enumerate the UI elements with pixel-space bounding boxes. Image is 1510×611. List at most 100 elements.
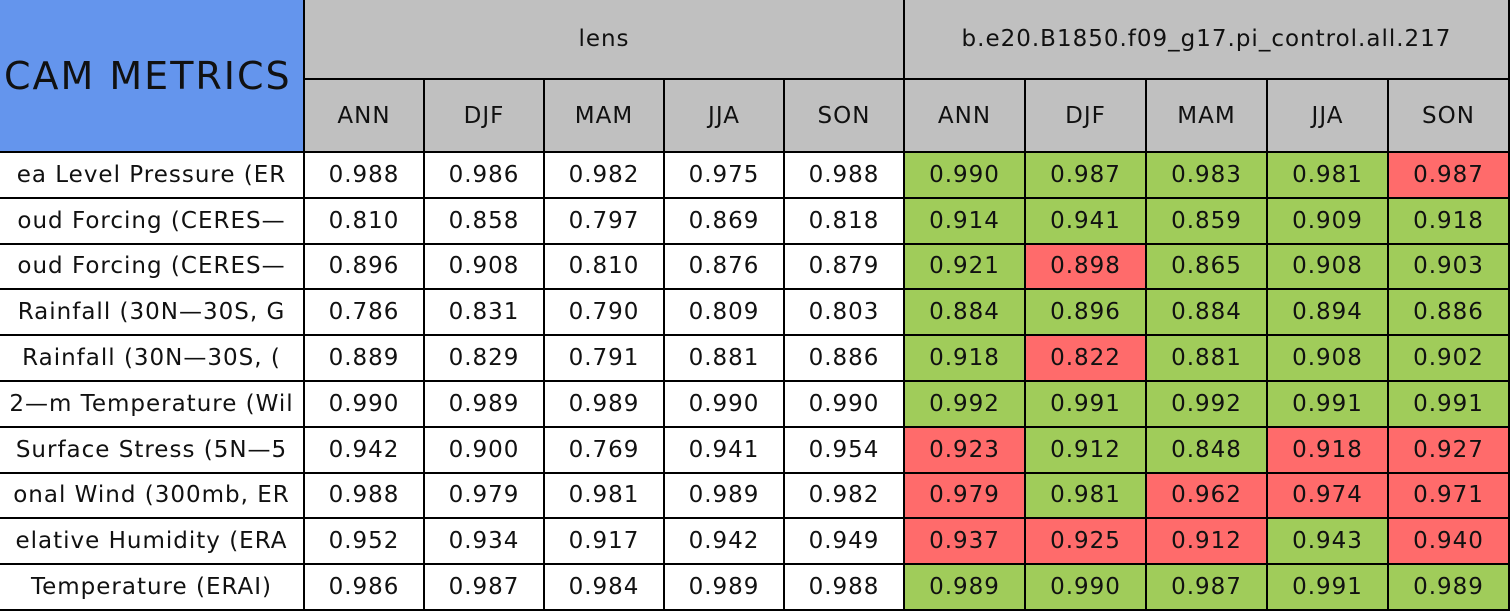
value-cell: 0.954 [785, 427, 905, 474]
value-cell: 0.943 [1268, 519, 1389, 566]
value-cell: 0.949 [785, 519, 905, 566]
value-cell: 0.818 [785, 198, 905, 245]
value-cell: 0.769 [545, 427, 665, 474]
value-cell: 0.791 [545, 336, 665, 382]
value-cell: 0.984 [545, 565, 665, 611]
value-cell: 0.923 [905, 427, 1026, 474]
value-cell: 0.942 [665, 519, 785, 566]
row-label: 2—m Temperature (Wil [0, 382, 305, 428]
cell-text: 0.912 [1171, 528, 1242, 555]
value-cell: 0.889 [305, 336, 425, 382]
cell-text: 0.990 [1050, 574, 1121, 601]
cell-text: 0.848 [1171, 436, 1242, 463]
cell-text: DJF [1065, 102, 1106, 129]
value-cell: 0.786 [305, 290, 425, 337]
season-header: SON [785, 80, 905, 153]
row-label: oud Forcing (CERES— [0, 244, 305, 291]
season-header: ANN [905, 80, 1026, 153]
value-cell: 0.896 [305, 244, 425, 291]
cell-text: 0.986 [328, 574, 400, 601]
cell-text: JJA [708, 102, 740, 129]
cell-text: 0.982 [808, 482, 880, 509]
value-cell: 0.921 [905, 244, 1026, 291]
value-cell: 0.884 [1147, 290, 1268, 337]
value-cell: 0.934 [425, 519, 545, 566]
cell-text: 0.886 [808, 345, 880, 372]
cell-text: 0.896 [1050, 299, 1121, 326]
value-cell: 0.879 [785, 244, 905, 291]
cell-text: 0.984 [568, 574, 640, 601]
cell-text: 0.831 [448, 299, 520, 326]
value-cell: 0.942 [305, 427, 425, 474]
value-cell: 0.991 [1389, 382, 1510, 428]
value-cell: 0.865 [1147, 244, 1268, 291]
value-cell: 0.859 [1147, 198, 1268, 245]
value-cell: 0.896 [1026, 290, 1147, 337]
cell-text: 0.941 [1050, 207, 1121, 234]
value-cell: 0.991 [1268, 565, 1389, 611]
season-header: DJF [1026, 80, 1147, 153]
cell-text: 0.902 [1413, 345, 1484, 372]
cell-text: 0.988 [808, 161, 880, 188]
cell-text: 0.918 [1413, 207, 1484, 234]
cell-text: 0.934 [448, 528, 520, 555]
value-cell: 0.803 [785, 290, 905, 337]
value-cell: 0.908 [1268, 244, 1389, 291]
value-cell: 0.884 [905, 290, 1026, 337]
value-cell: 0.918 [905, 336, 1026, 382]
cell-text: 0.909 [1292, 207, 1363, 234]
row-label: onal Wind (300mb, ER [0, 473, 305, 520]
cell-text: onal Wind (300mb, ER [13, 482, 290, 509]
cell-text: 0.879 [808, 253, 880, 280]
cell-text: 0.954 [808, 436, 880, 463]
value-cell: 0.982 [545, 153, 665, 199]
value-cell: 0.971 [1389, 473, 1510, 520]
cell-text: 0.982 [568, 161, 640, 188]
value-cell: 0.990 [1026, 565, 1147, 611]
value-cell: 0.881 [1147, 336, 1268, 382]
cell-text: 0.983 [1171, 161, 1242, 188]
value-cell: 0.925 [1026, 519, 1147, 566]
cell-text: 0.987 [448, 574, 520, 601]
value-cell: 0.937 [905, 519, 1026, 566]
value-cell: 0.992 [905, 382, 1026, 428]
cell-text: 0.858 [448, 207, 520, 234]
cell-text: 0.884 [929, 299, 1000, 326]
cell-text: oud Forcing (CERES— [17, 207, 286, 234]
cell-text: ea Level Pressure (ER [16, 161, 287, 188]
cell-text: 0.818 [808, 207, 880, 234]
value-cell: 0.962 [1147, 473, 1268, 520]
cell-text: lens [578, 26, 630, 52]
cell-text: 0.992 [1171, 390, 1242, 417]
cell-text: 0.786 [328, 299, 400, 326]
cell-text: 0.917 [568, 528, 640, 555]
value-cell: 0.991 [1026, 382, 1147, 428]
cell-text: 0.992 [929, 390, 1000, 417]
value-cell: 0.987 [1389, 153, 1510, 199]
season-header: JJA [665, 80, 785, 153]
cell-text: 0.989 [688, 482, 760, 509]
cell-text: 0.942 [688, 528, 760, 555]
cell-text: 0.884 [1171, 299, 1242, 326]
cell-text: 0.937 [929, 528, 1000, 555]
value-cell: 0.858 [425, 198, 545, 245]
cell-text: b.e20.B1850.f09_g17.pi_control.all.217 [961, 26, 1452, 52]
cell-text: 0.918 [1292, 436, 1363, 463]
row-label: oud Forcing (CERES— [0, 198, 305, 245]
cell-text: 0.979 [929, 482, 1000, 509]
cell-text: 0.987 [1050, 161, 1121, 188]
value-cell: 0.912 [1026, 427, 1147, 474]
value-cell: 0.900 [425, 427, 545, 474]
cell-text: 0.975 [688, 161, 760, 188]
cell-text: ANN [337, 102, 391, 129]
cell-text: Rainfall (30N—30S, ( [22, 345, 281, 372]
cell-text: 0.865 [1171, 253, 1242, 280]
cell-text: 0.986 [448, 161, 520, 188]
value-cell: 0.988 [785, 565, 905, 611]
cell-text: Temperature (ERAI) [30, 574, 273, 601]
cell-text: 0.912 [1050, 436, 1121, 463]
cell-text: 0.988 [808, 574, 880, 601]
cell-text: 0.914 [929, 207, 1000, 234]
value-cell: 0.981 [1268, 153, 1389, 199]
